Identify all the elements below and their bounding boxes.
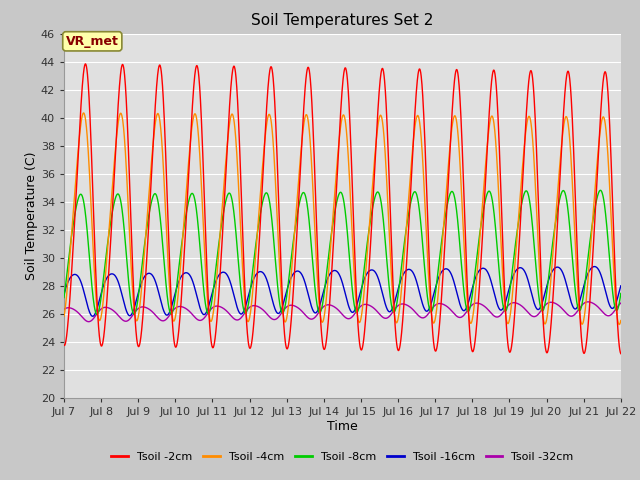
Y-axis label: Soil Temperature (C): Soil Temperature (C)	[25, 152, 38, 280]
Text: VR_met: VR_met	[66, 35, 119, 48]
X-axis label: Time: Time	[327, 420, 358, 433]
Title: Soil Temperatures Set 2: Soil Temperatures Set 2	[252, 13, 433, 28]
Legend: Tsoil -2cm, Tsoil -4cm, Tsoil -8cm, Tsoil -16cm, Tsoil -32cm: Tsoil -2cm, Tsoil -4cm, Tsoil -8cm, Tsoi…	[107, 448, 578, 467]
